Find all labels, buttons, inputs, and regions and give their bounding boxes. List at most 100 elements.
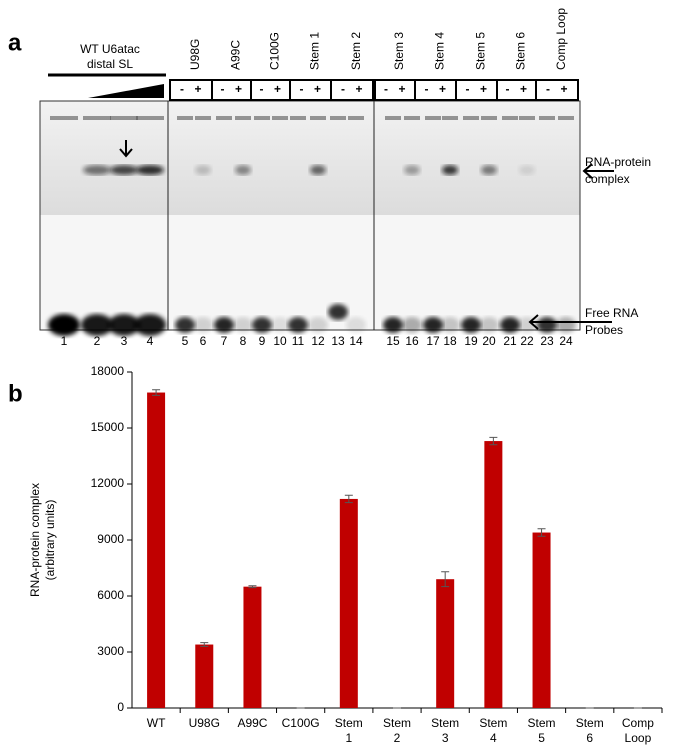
complex-band <box>110 165 138 175</box>
probe-band <box>108 314 140 336</box>
sign: - <box>341 82 345 96</box>
group-box <box>414 79 457 101</box>
well-band <box>502 116 518 120</box>
x-tick-label: C100G <box>282 716 320 730</box>
well-band <box>330 116 346 120</box>
error-bar <box>537 528 546 537</box>
lane-number: 20 <box>482 334 496 348</box>
bar <box>484 441 503 708</box>
sign: + <box>480 82 487 96</box>
complex-band <box>404 165 420 175</box>
y-tick-label: 12000 <box>91 476 125 490</box>
panel-label: b <box>8 380 23 407</box>
well-band <box>83 116 111 120</box>
probe-band <box>288 317 308 333</box>
sign: + <box>274 82 281 96</box>
well-band <box>235 116 251 120</box>
sign: + <box>398 82 405 96</box>
x-tick-label: Stem <box>431 716 459 730</box>
lane-number: 7 <box>221 334 228 348</box>
x-tick-label: 2 <box>394 731 401 745</box>
sign: - <box>260 82 264 96</box>
arrow <box>582 163 614 179</box>
x-tick-label: Stem <box>528 716 556 730</box>
wt-label: WT U6atac <box>80 42 140 56</box>
x-tick-label: Stem <box>479 716 507 730</box>
sign: - <box>180 82 184 96</box>
panel-label: a <box>8 29 22 56</box>
probe-band <box>308 317 328 333</box>
bar <box>532 532 551 708</box>
y-tick-label: 18000 <box>91 364 125 378</box>
x-tick-label: 5 <box>538 731 545 745</box>
well-band <box>385 116 401 120</box>
sign: + <box>194 82 201 96</box>
group-box <box>455 79 498 101</box>
well-band <box>50 116 78 120</box>
probe-band <box>461 317 481 333</box>
error-bar <box>489 436 498 446</box>
probe-band <box>233 317 253 333</box>
x-tick-label: 6 <box>586 731 593 745</box>
group-box <box>250 79 291 101</box>
sign: + <box>235 82 242 96</box>
lane-number: 4 <box>147 334 154 348</box>
group-box <box>496 79 537 101</box>
probe-band <box>440 317 460 333</box>
lane-number: 8 <box>240 334 247 348</box>
sign: - <box>300 82 304 96</box>
lane-number: 12 <box>311 334 325 348</box>
lane-number: 23 <box>540 334 554 348</box>
well-band <box>195 116 211 120</box>
complex-band <box>442 165 458 175</box>
wt-label: distal SL <box>87 57 133 71</box>
probe-band <box>556 317 576 333</box>
lane-number: 11 <box>292 334 305 348</box>
sign: - <box>425 82 429 96</box>
error-bar <box>441 571 450 588</box>
complex-band <box>136 165 164 175</box>
probe-band <box>346 317 366 333</box>
probe-band <box>81 314 113 336</box>
bar <box>147 392 166 708</box>
complex-label: complex <box>585 172 630 186</box>
probe-band <box>537 317 557 333</box>
probe-label: Probes <box>585 323 623 337</box>
well-band <box>442 116 458 120</box>
sign: + <box>560 82 567 96</box>
probe-band <box>134 314 166 336</box>
complex-band <box>310 165 326 175</box>
lane-number: 6 <box>200 334 207 348</box>
well-band <box>425 116 441 120</box>
x-tick-label: Loop <box>625 731 652 745</box>
x-tick-label: Stem <box>335 716 363 730</box>
group-box <box>535 79 579 101</box>
lane-number: 3 <box>121 334 128 348</box>
complex-band <box>195 165 211 175</box>
well-band <box>177 116 193 120</box>
sign: + <box>439 82 446 96</box>
probe-band <box>423 317 443 333</box>
well-band <box>404 116 420 120</box>
bar <box>195 644 214 708</box>
probe-band <box>402 317 422 333</box>
sign: - <box>384 82 388 96</box>
complex-band <box>519 165 535 175</box>
well-band <box>272 116 288 120</box>
group-box <box>289 79 332 101</box>
error-bar <box>152 389 161 396</box>
group-box <box>211 79 252 101</box>
y-tick-label: 15000 <box>91 420 125 434</box>
probe-band <box>48 314 80 336</box>
group-label: Stem 5 <box>474 32 488 70</box>
x-tick-label: 3 <box>442 731 449 745</box>
lane-number: 13 <box>331 334 345 348</box>
lane-number: 21 <box>503 334 517 348</box>
lane-number: 17 <box>426 334 440 348</box>
group-label: U98G <box>188 39 202 70</box>
lane-number: 18 <box>443 334 457 348</box>
y-tick-label: 6000 <box>97 588 124 602</box>
arrow <box>119 140 133 158</box>
well-band <box>348 116 364 120</box>
group-label: Stem 4 <box>433 32 447 70</box>
